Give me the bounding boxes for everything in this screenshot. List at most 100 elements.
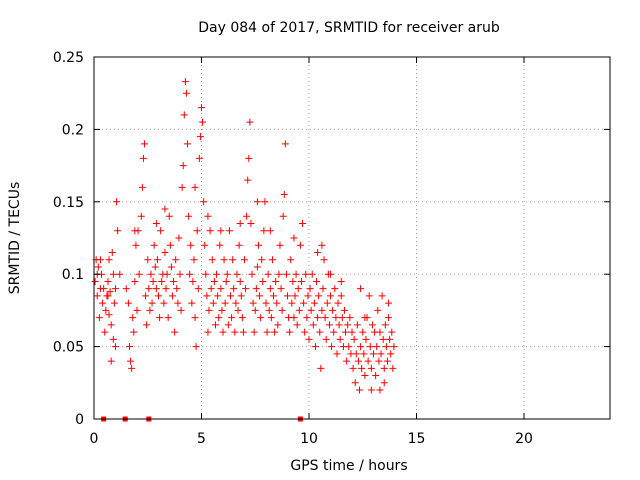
- data-point: [356, 386, 364, 394]
- data-point: [327, 270, 334, 278]
- data-point: [124, 299, 132, 307]
- data-point: [253, 198, 261, 206]
- data-point: [110, 299, 118, 307]
- data-point: [190, 256, 198, 264]
- data-point: [233, 270, 241, 278]
- data-point: [200, 198, 208, 206]
- data-point: [373, 343, 381, 351]
- grid-lines: [94, 57, 610, 419]
- data-point: [175, 234, 183, 242]
- data-point: [263, 328, 271, 336]
- data-point: [389, 364, 397, 372]
- data-point: [296, 241, 304, 249]
- data-point: [259, 277, 267, 285]
- data-point: [236, 220, 244, 228]
- data-point: [353, 321, 361, 329]
- data-point: [129, 314, 137, 322]
- data-point: [350, 335, 358, 343]
- data-point: [370, 350, 377, 358]
- data-point: [191, 314, 199, 322]
- data-point: [225, 227, 233, 235]
- data-point: [248, 270, 256, 278]
- data-point: [358, 364, 366, 372]
- data-point: [390, 343, 398, 351]
- data-point: [178, 183, 186, 191]
- data-point: [338, 314, 346, 322]
- data-point: [101, 328, 109, 336]
- data-point: [254, 241, 262, 249]
- data-point: [386, 335, 394, 343]
- data-point: [219, 328, 227, 336]
- data-point: [148, 299, 156, 307]
- data-point: [314, 248, 322, 256]
- data-point: [156, 314, 164, 322]
- data-point: [372, 372, 380, 380]
- data-point: [251, 306, 259, 314]
- data-point: [256, 292, 264, 300]
- data-point: [96, 256, 104, 264]
- data-point: [351, 379, 359, 387]
- data-point: [287, 256, 295, 264]
- data-point: [241, 256, 248, 264]
- data-point: [261, 198, 269, 206]
- data-point: [210, 277, 218, 285]
- data-point: [199, 118, 207, 126]
- data-point: [368, 321, 376, 329]
- y-tick-label: 0.1: [62, 267, 84, 283]
- data-point: [343, 357, 351, 365]
- data-point: [325, 321, 333, 329]
- data-point: [130, 328, 138, 336]
- data-point: [275, 270, 283, 278]
- data-point: [268, 256, 276, 264]
- data-point: [104, 277, 112, 285]
- data-point: [375, 357, 383, 365]
- data-point: [242, 285, 250, 293]
- data-point: [252, 285, 260, 293]
- data-point: [309, 321, 317, 329]
- data-point: [253, 263, 261, 271]
- data-point: [114, 227, 122, 235]
- data-point: [145, 285, 153, 293]
- data-point: [100, 285, 108, 293]
- data-point: [227, 292, 235, 300]
- data-point: [315, 292, 323, 300]
- data-point: [155, 292, 162, 300]
- data-point: [204, 212, 212, 220]
- data-point: [365, 292, 373, 300]
- data-point: [146, 306, 154, 314]
- data-point: [295, 306, 303, 314]
- data-point: [222, 277, 230, 285]
- data-point: [149, 277, 157, 285]
- data-point: [201, 241, 209, 249]
- data-point: [112, 343, 119, 351]
- data-point: [327, 292, 334, 300]
- data-point: [185, 212, 193, 220]
- data-point: [177, 306, 185, 314]
- data-points: [91, 78, 398, 394]
- data-point: [184, 140, 192, 148]
- data-point: [303, 314, 311, 322]
- data-point: [150, 241, 158, 249]
- data-point: [188, 299, 196, 307]
- data-point: [387, 350, 395, 358]
- data-point: [385, 314, 393, 322]
- data-point: [307, 306, 315, 314]
- data-point: [234, 306, 242, 314]
- data-point: [166, 241, 174, 249]
- data-point: [91, 277, 99, 285]
- data-point: [362, 335, 370, 343]
- y-tick-label: 0: [75, 412, 84, 428]
- data-point: [238, 314, 246, 322]
- data-point: [376, 328, 384, 336]
- data-point: [344, 321, 352, 329]
- data-point: [292, 270, 300, 278]
- data-point: [113, 198, 121, 206]
- data-point: [192, 343, 200, 351]
- data-point: [109, 335, 117, 343]
- data-point: [335, 321, 343, 329]
- data-point: [214, 292, 222, 300]
- data-point: [237, 292, 245, 300]
- data-point: [171, 328, 179, 336]
- data-point: [235, 241, 243, 249]
